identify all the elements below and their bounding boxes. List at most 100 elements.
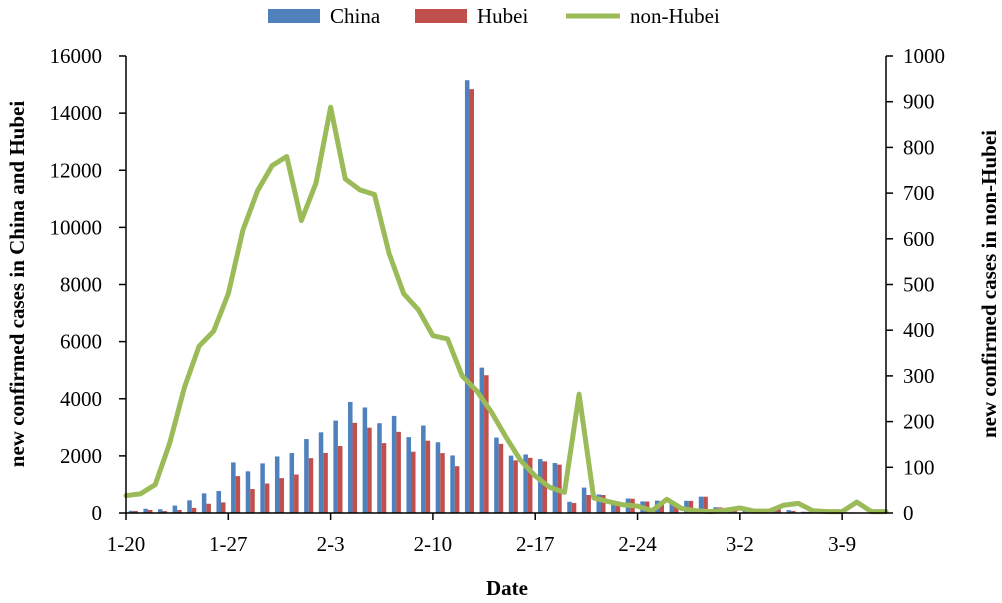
bar-china-27 (523, 454, 528, 513)
bar-china-23 (464, 80, 470, 513)
bar-hubei-22 (454, 466, 460, 513)
right-tick-label-3: 300 (903, 364, 935, 388)
bar-hubei-3 (177, 510, 182, 513)
left-tick-label-4: 8000 (60, 273, 102, 297)
bar-china-7 (231, 462, 236, 513)
x-tick-label-4: 2-17 (516, 532, 555, 556)
bar-china-0 (128, 510, 134, 513)
bar-china-10 (274, 456, 280, 513)
bar-hubei-24 (484, 375, 489, 513)
bar-china-21 (435, 442, 441, 513)
right-tick-label-4: 400 (903, 318, 935, 342)
legend-swatch-china (268, 9, 320, 23)
bar-hubei-7 (235, 476, 241, 513)
bar-hubei-18 (396, 431, 401, 513)
bar-china-28 (538, 459, 543, 513)
bar-china-12 (304, 439, 309, 513)
bar-china-8 (245, 471, 251, 513)
bar-hubei-26 (513, 460, 518, 513)
bar-hubei-33 (615, 501, 621, 513)
bar-hubei-38 (688, 500, 694, 513)
bar-china-3 (172, 505, 178, 513)
bar-hubei-31 (586, 494, 591, 513)
right-tick-label-8: 800 (903, 135, 935, 159)
bar-hubei-20 (425, 440, 431, 513)
right-tick-label-10: 1000 (903, 44, 945, 68)
bar-china-11 (289, 453, 295, 513)
left-tick-label-2: 4000 (60, 387, 102, 411)
bar-hubei-13 (323, 452, 328, 513)
bar-china-32 (596, 494, 601, 513)
bar-hubei-32 (601, 495, 606, 513)
left-tick-label-8: 16000 (50, 44, 103, 68)
legend-label-hubei: Hubei (477, 4, 528, 28)
bar-china-30 (567, 501, 572, 513)
bar-china-1 (143, 508, 148, 513)
x-tick-label-0: 1-20 (107, 532, 146, 556)
bar-china-19 (406, 437, 411, 513)
x-axis-title: Date (486, 576, 528, 600)
bar-china-13 (318, 432, 324, 513)
bar-china-6 (216, 491, 221, 513)
bar-china-9 (260, 463, 265, 513)
bar-china-16 (362, 407, 368, 513)
bar-china-14 (333, 420, 338, 513)
bar-china-17 (377, 423, 382, 513)
x-tick-label-6: 3-2 (726, 532, 754, 556)
bar-hubei-2 (162, 511, 168, 513)
right-tick-label-9: 900 (903, 90, 935, 114)
bar-hubei-11 (294, 474, 299, 513)
x-tick-label-7: 3-9 (828, 532, 856, 556)
right-axis-ticks: 0 100 200 300 400 500 600 700 800 900 1000 (886, 44, 945, 525)
x-tick-label-1: 1-27 (209, 532, 248, 556)
x-tick-label-2: 2-3 (317, 532, 345, 556)
bar-hubei-12 (308, 458, 314, 513)
right-tick-label-1: 100 (903, 455, 935, 479)
left-tick-label-0: 0 (92, 501, 103, 525)
right-tick-label-6: 600 (903, 227, 935, 251)
bar-hubei-28 (542, 461, 548, 513)
bar-hubei-8 (250, 489, 255, 513)
bar-hubei-30 (571, 503, 577, 513)
axes (125, 56, 887, 514)
line-non-hubei (123, 104, 889, 515)
bar-hubei-14 (337, 446, 343, 513)
bar-hubei-9 (264, 483, 270, 513)
right-tick-label-7: 700 (903, 181, 935, 205)
x-tick-label-5: 2-24 (618, 532, 657, 556)
legend-label-china: China (330, 4, 381, 28)
bar-china-33 (611, 501, 616, 513)
bar-hubei-21 (440, 453, 445, 513)
bar-hubei-17 (381, 443, 387, 513)
bar-china-31 (581, 487, 587, 513)
bar-hubei-4 (191, 507, 197, 513)
left-tick-label-6: 12000 (50, 158, 103, 182)
left-tick-label-7: 14000 (50, 101, 103, 125)
bar-hubei-16 (367, 427, 372, 513)
bar-layer (128, 80, 884, 513)
bar-hubei-41 (732, 509, 738, 513)
bar-china-2 (158, 509, 163, 513)
bar-hubei-15 (352, 422, 358, 513)
bar-hubei-0 (133, 510, 138, 513)
legend-swatch-hubei (415, 9, 467, 23)
line-layer (123, 104, 889, 515)
right-tick-label-2: 200 (903, 410, 935, 434)
bar-china-39 (698, 496, 704, 513)
bar-hubei-27 (527, 457, 533, 513)
bar-hubei-44 (776, 509, 781, 513)
bar-china-37 (669, 503, 675, 513)
bar-hubei-37 (674, 503, 679, 513)
left-tick-label-1: 2000 (60, 444, 102, 468)
bar-hubei-39 (703, 496, 708, 513)
right-tick-label-0: 0 (903, 501, 914, 525)
y-axis-right-title: new confirmed cases in non-Hubei (977, 130, 1001, 438)
left-axis-ticks: 0 2000 4000 6000 8000 10000 12000 14000 16000 (50, 44, 126, 525)
bar-hubei-5 (206, 503, 211, 513)
y-axis-left-title: new confirmed cases in China and Hubei (5, 101, 29, 468)
bar-hubei-1 (147, 510, 153, 513)
right-tick-label-5: 500 (903, 273, 935, 297)
left-tick-label-3: 6000 (60, 330, 102, 354)
bar-hubei-6 (221, 502, 226, 513)
